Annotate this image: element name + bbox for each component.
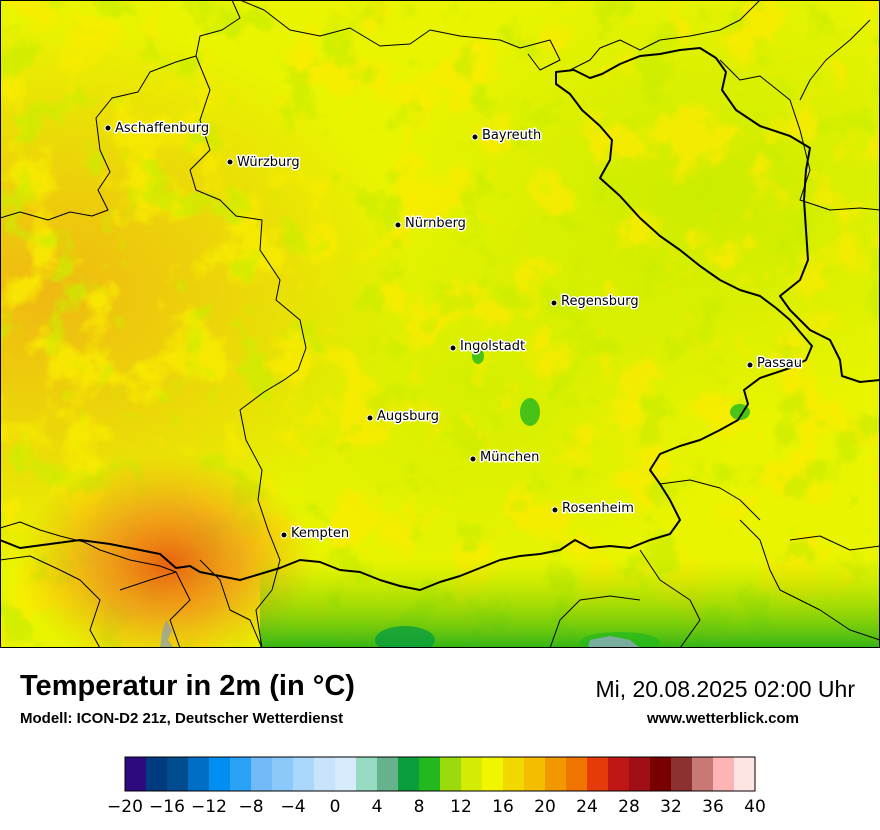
city-regensburg: Regensburg	[550, 293, 640, 311]
city-label: Regensburg	[561, 294, 639, 309]
legend-swatch	[272, 757, 294, 791]
legend-swatch	[314, 757, 336, 791]
legend-swatch	[608, 757, 630, 791]
legend-swatch	[671, 757, 693, 791]
city-passau: Passau	[746, 355, 803, 373]
legend-swatch	[629, 757, 651, 791]
legend-swatch	[566, 757, 588, 791]
legend-tick-label: 24	[576, 797, 598, 817]
legend-tick-label: 28	[618, 797, 640, 817]
forecast-datetime: Mi, 20.08.2025 02:00 Uhr	[595, 676, 855, 702]
city-nuernberg: Nürnberg	[394, 215, 467, 233]
legend-tick-label: −20	[107, 797, 143, 817]
legend-swatch	[188, 757, 210, 791]
legend-ticks: −20 −16 −12 −8 −4 0 4 8 12 16 20 24 28 32 36 40	[107, 797, 766, 817]
legend-swatch	[713, 757, 735, 791]
city-aschaffenburg: Aschaffenburg	[104, 120, 211, 138]
legend-swatch	[377, 757, 399, 791]
legend-swatch	[335, 757, 357, 791]
legend-swatch	[461, 757, 483, 791]
city-kempten: Kempten	[280, 525, 351, 543]
temperature-legend: −20 −16 −12 −8 −4 0 4 8 12 16 20 24 28 32 36 40	[107, 756, 766, 817]
city-ingolstadt: Ingolstadt	[449, 338, 527, 356]
model-source: Modell: ICON-D2 21z, Deutscher Wetterdie…	[20, 710, 344, 727]
legend-swatch	[734, 757, 756, 791]
city-wuerzburg: Würzburg	[226, 154, 301, 172]
city-label: Nürnberg	[405, 216, 466, 231]
city-label: Rosenheim	[562, 501, 634, 516]
legend-tick-label: 12	[450, 797, 472, 817]
website-link[interactable]: www.wetterblick.com	[647, 710, 799, 727]
city-augsburg: Augsburg	[366, 408, 441, 426]
legend-tick-label: 0	[330, 797, 341, 817]
legend-tick-label: 20	[534, 797, 556, 817]
legend-swatch	[419, 757, 441, 791]
legend-swatch	[398, 757, 420, 791]
city-label: Passau	[757, 356, 802, 371]
legend-colorbar	[124, 756, 756, 792]
city-label: Ingolstadt	[460, 339, 525, 354]
legend-swatch	[356, 757, 378, 791]
legend-swatch	[482, 757, 504, 791]
legend-tick-label: 4	[372, 797, 383, 817]
city-rosenheim: Rosenheim	[551, 500, 635, 518]
legend-tick-label: 8	[414, 797, 425, 817]
legend-swatch	[209, 757, 231, 791]
legend-swatch	[146, 757, 168, 791]
city-label: Bayreuth	[482, 128, 541, 143]
legend-swatch	[587, 757, 609, 791]
legend-swatch	[167, 757, 189, 791]
legend-swatch	[230, 757, 252, 791]
legend-tick-label: −8	[238, 797, 263, 817]
city-markers: Aschaffenburg Würzburg Bayreuth Nürnberg…	[104, 120, 803, 543]
legend-swatch	[125, 757, 147, 791]
city-label: Augsburg	[377, 409, 439, 424]
legend-tick-label: 36	[702, 797, 724, 817]
legend-tick-label: 40	[744, 797, 766, 817]
legend-swatch	[650, 757, 672, 791]
city-label: Aschaffenburg	[115, 121, 209, 136]
legend-frame	[124, 756, 756, 792]
legend-tick-label: −12	[191, 797, 227, 817]
map-title: Temperatur in 2m (in °C)	[20, 670, 355, 702]
city-muenchen: München	[469, 449, 541, 467]
legend-tick-label: 32	[660, 797, 682, 817]
legend-swatch	[440, 757, 462, 791]
legend-tick-label: 16	[492, 797, 514, 817]
city-label: Würzburg	[237, 155, 300, 170]
city-label: München	[480, 450, 539, 465]
legend-swatch	[524, 757, 546, 791]
city-bayreuth: Bayreuth	[471, 127, 543, 145]
temperature-map: Aschaffenburg Würzburg Bayreuth Nürnberg…	[0, 0, 880, 648]
legend-swatch	[293, 757, 315, 791]
legend-tick-label: −4	[280, 797, 305, 817]
legend-swatch	[503, 757, 525, 791]
legend-swatch	[545, 757, 567, 791]
legend-swatch	[251, 757, 273, 791]
legend-swatch	[692, 757, 714, 791]
legend-tick-label: −16	[149, 797, 185, 817]
city-label: Kempten	[291, 526, 349, 541]
